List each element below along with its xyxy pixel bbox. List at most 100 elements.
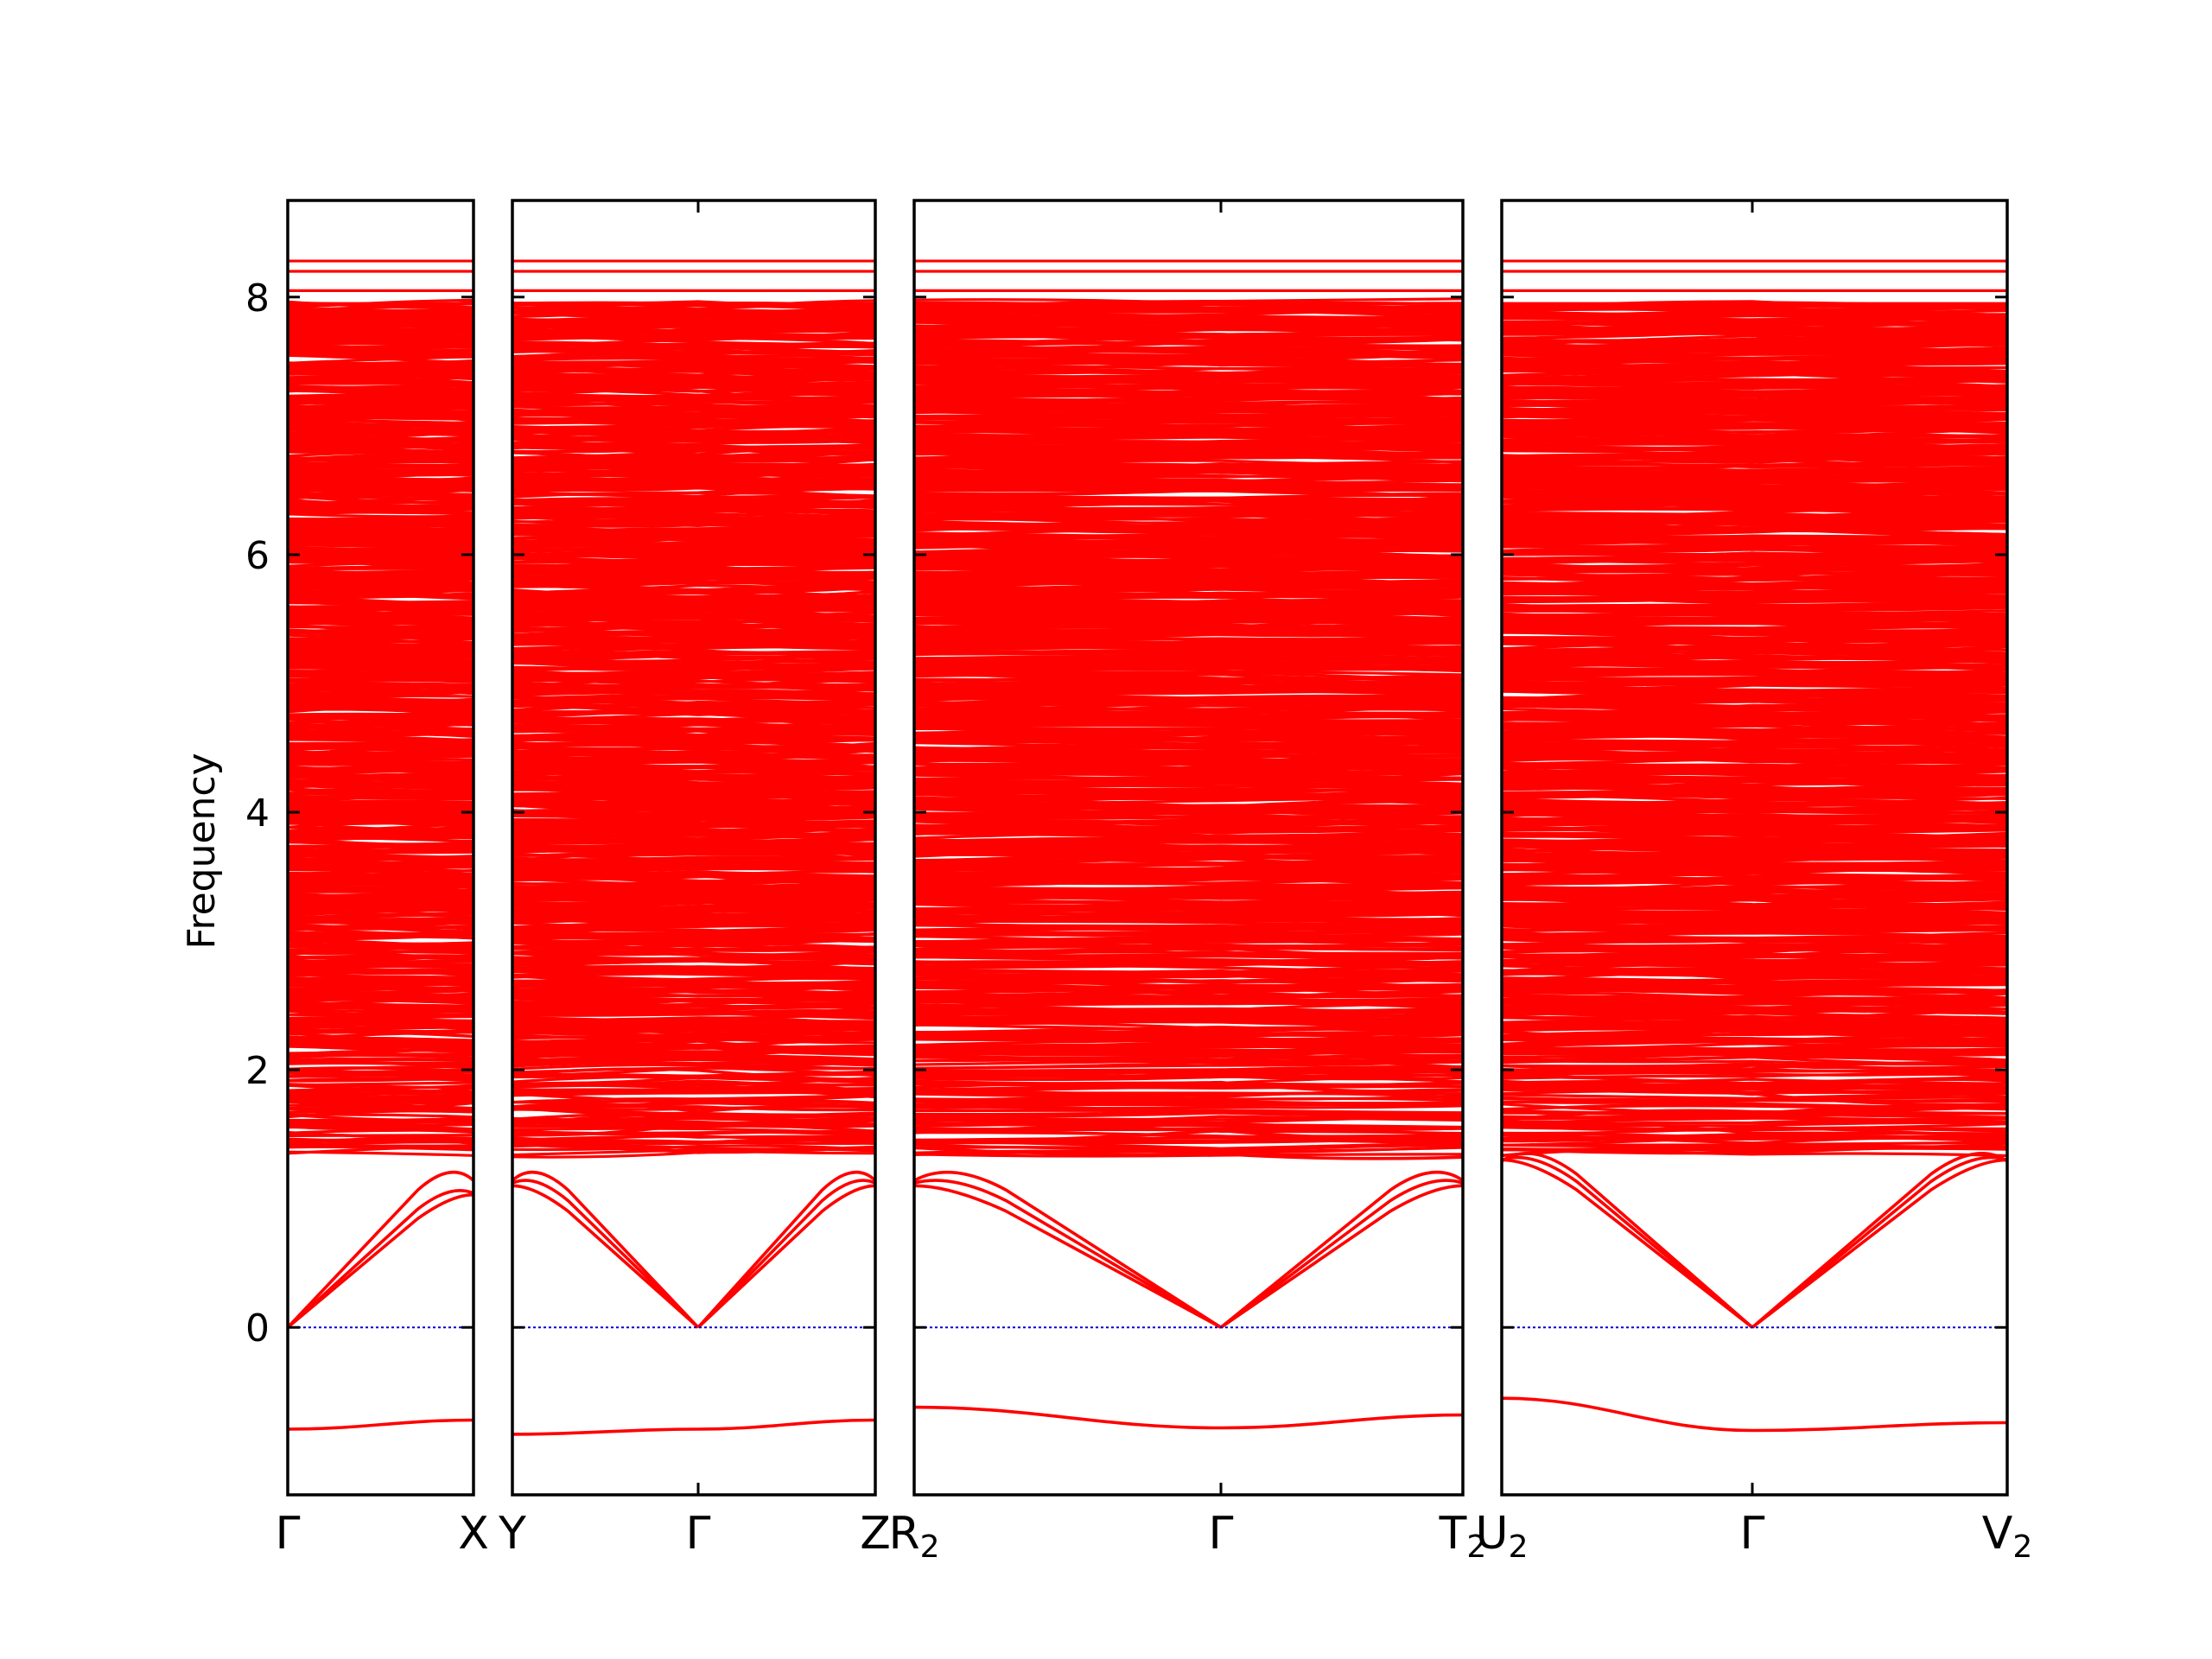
- band-line: [914, 403, 1463, 411]
- band-line: [288, 925, 474, 929]
- band-line: [1502, 492, 2007, 500]
- band-line: [288, 512, 474, 518]
- imaginary-mode-line: [914, 1405, 1463, 1430]
- band-line: [914, 484, 1463, 493]
- band-line: [288, 1053, 474, 1059]
- band-line: [914, 754, 1463, 760]
- band-line: [1502, 413, 2007, 419]
- band-line: [288, 849, 474, 855]
- band-line: [512, 997, 875, 1004]
- band-line: [288, 380, 474, 385]
- band-line: [512, 1007, 875, 1016]
- band-lines-2: [512, 259, 875, 1436]
- band-line: [512, 1058, 875, 1068]
- band-line: [1502, 552, 2007, 557]
- band-line: [288, 861, 474, 866]
- acoustic-branch: [1502, 1158, 1754, 1329]
- band-line: [288, 1020, 474, 1026]
- acoustic-branch: [288, 1192, 474, 1329]
- band-line: [288, 416, 474, 426]
- band-line: [914, 1109, 1463, 1115]
- band-line: [288, 424, 474, 429]
- band-line: [512, 649, 875, 658]
- band-line: [1502, 359, 2007, 365]
- band-line: [914, 1079, 1463, 1093]
- y-tick-label: 6: [245, 534, 270, 578]
- band-line: [512, 844, 875, 849]
- band-line: [288, 556, 474, 562]
- band-line: [512, 821, 875, 828]
- band-line: [1502, 740, 2007, 745]
- band-line: [288, 679, 474, 690]
- k-point-label: X: [458, 1508, 489, 1560]
- band-line: [512, 427, 875, 434]
- band-line: [1502, 569, 2007, 582]
- band-line: [512, 539, 875, 546]
- band-line: [914, 781, 1463, 788]
- band-line: [288, 486, 474, 492]
- band-line: [1502, 1073, 2007, 1087]
- band-line: [288, 720, 474, 726]
- band-line: [512, 1094, 875, 1104]
- k-point-label: Γ: [686, 1508, 711, 1560]
- band-line: [1502, 1031, 2007, 1042]
- band-line: [288, 1120, 474, 1131]
- band-line: [914, 831, 1463, 840]
- acoustic-branch: [696, 1179, 875, 1329]
- band-line: [914, 399, 1463, 406]
- band-line: [288, 738, 474, 747]
- band-line: [914, 691, 1463, 702]
- band-line: [288, 639, 474, 645]
- band-line: [288, 1130, 474, 1141]
- band-line: [914, 857, 1463, 865]
- band-line: [1502, 589, 2007, 600]
- band-line: [512, 695, 875, 705]
- band-line: [512, 373, 875, 379]
- band-line: [1502, 651, 2007, 658]
- band-line: [288, 1024, 474, 1030]
- band-line: [512, 1079, 875, 1093]
- band-line: [288, 644, 474, 651]
- band-line: [512, 870, 875, 878]
- band-line: [288, 942, 474, 947]
- acoustic-branch: [1751, 1158, 2007, 1329]
- band-panel-1: [288, 259, 474, 1431]
- band-line: [1502, 470, 2007, 475]
- band-line: [512, 656, 875, 666]
- band-line: [914, 618, 1463, 625]
- band-line: [288, 549, 474, 554]
- band-line: [288, 540, 474, 549]
- band-line: [1502, 468, 2007, 474]
- band-panel-3: [914, 259, 1463, 1430]
- band-line: [914, 623, 1463, 631]
- band-line: [288, 577, 474, 585]
- band-lines-1: [288, 259, 474, 1431]
- band-line: [288, 977, 474, 985]
- band-line: [1502, 852, 2007, 861]
- band-line: [288, 569, 474, 575]
- band-line: [512, 931, 875, 938]
- k-point-label: Z: [860, 1508, 891, 1560]
- band-line: [288, 911, 474, 919]
- band-line: [1502, 1146, 2007, 1158]
- band-line: [914, 1123, 1463, 1135]
- band-line: [288, 666, 474, 674]
- band-line: [288, 522, 474, 528]
- band-line: [512, 474, 875, 481]
- band-line: [914, 571, 1463, 577]
- band-line: [914, 901, 1463, 910]
- band-line: [512, 522, 875, 528]
- acoustic-branch: [288, 1170, 474, 1329]
- band-line: [512, 1001, 875, 1011]
- bands-layer: [288, 259, 2007, 1436]
- band-line: [1502, 1001, 2007, 1014]
- band-line: [288, 533, 474, 540]
- band-line: [1502, 451, 2007, 462]
- band-line: [914, 716, 1463, 724]
- band-line: [288, 353, 474, 359]
- band-line: [1502, 724, 2007, 730]
- band-line: [288, 1066, 474, 1074]
- band-line: [288, 1085, 474, 1092]
- band-line: [914, 1146, 1463, 1160]
